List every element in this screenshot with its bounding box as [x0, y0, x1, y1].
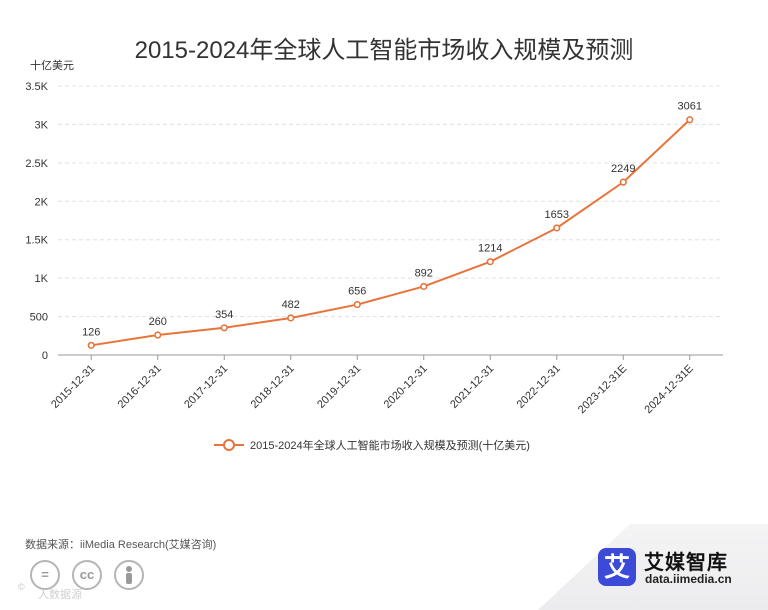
data-label: 3061: [678, 101, 702, 113]
x-tick-label: 2015-12-31: [49, 363, 97, 411]
data-point: [220, 324, 228, 332]
person-glyph-icon: [126, 566, 132, 584]
brand-logo-icon: 艾: [598, 548, 636, 586]
person-icon: [114, 560, 144, 590]
y-tick-label: 3.5K: [25, 81, 48, 93]
license-caption: 人数据源: [38, 589, 82, 601]
data-point: [619, 178, 627, 186]
y-tick-label: 1K: [35, 273, 49, 285]
y-tick-label: 2K: [35, 196, 49, 208]
data-label: 482: [282, 299, 300, 311]
data-point: [87, 341, 95, 349]
data-label: 2249: [611, 163, 635, 175]
legend-label: 2015-2024年全球人工智能市场收入规模及预测(十亿美元): [250, 440, 530, 452]
data-label: 1653: [545, 209, 569, 221]
x-tick-label: 2023-12-31E: [576, 363, 629, 416]
y-tick-label: 1.5K: [25, 235, 48, 247]
data-label: 354: [215, 309, 233, 321]
cc-icon: cc: [72, 560, 102, 590]
line-chart: 0 500 1K 1.5K 2K 2.5K 3K 3.5K 2015-12-31 2016-12-…: [25, 81, 723, 416]
data-point: [486, 258, 494, 266]
data-point: [154, 331, 162, 339]
y-tick-label: 0: [42, 350, 48, 362]
x-tick-label: 2022-12-31: [515, 363, 563, 411]
data-point: [553, 224, 561, 232]
y-tick-label: 3K: [35, 119, 49, 131]
data-label: 892: [415, 267, 433, 279]
cc-small-mark: ©: [18, 582, 25, 592]
data-point: [420, 282, 428, 291]
data-label: 656: [348, 286, 366, 298]
y-tick-label: 2.5K: [25, 158, 48, 170]
series-line: [91, 119, 691, 347]
brand-url[interactable]: data.iimedia.cn: [645, 572, 732, 586]
data-point: [287, 314, 295, 322]
x-tick-label: 2024-12-31E: [642, 363, 695, 416]
data-label: 126: [82, 326, 100, 338]
data-source-note: 数据来源：iiMedia Research(艾媒咨询): [25, 539, 217, 551]
x-tick-label: 2020-12-31: [382, 363, 430, 411]
data-point: [686, 116, 694, 124]
x-tick-label: 2019-12-31: [315, 363, 363, 411]
legend-line-marker-icon: [214, 439, 244, 451]
x-tick-label: 2017-12-31: [182, 363, 230, 411]
license-badges: © = cc 人数据源: [18, 556, 158, 606]
data-label: 260: [149, 316, 167, 328]
equals-icon: =: [30, 560, 60, 590]
data-point: [353, 300, 361, 309]
x-tick-label: 2016-12-31: [116, 363, 164, 411]
x-tick-label: 2018-12-31: [249, 363, 297, 411]
y-axis-unit-label: 十亿美元: [30, 60, 74, 72]
chart-title: 2015-2024年全球人工智能市场收入规模及预测: [134, 37, 634, 64]
brand-name: 艾媒智库: [644, 552, 728, 574]
y-tick-label: 500: [30, 312, 48, 324]
chart-legend[interactable]: 2015-2024年全球人工智能市场收入规模及预测(十亿美元): [214, 436, 530, 454]
data-label: 1214: [478, 243, 502, 255]
x-tick-label: 2021-12-31: [448, 363, 496, 411]
